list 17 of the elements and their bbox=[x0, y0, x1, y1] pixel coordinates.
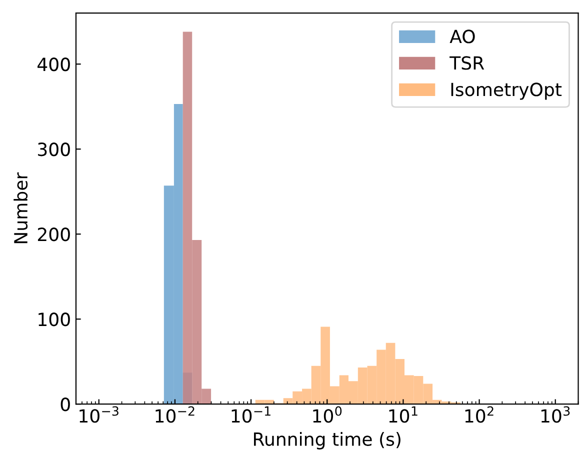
x-tick-label: 10$^{3}$ bbox=[541, 406, 570, 423]
legend-label: TSR bbox=[450, 56, 484, 70]
x-tick-label: 10$^{−2}$ bbox=[156, 406, 194, 423]
y-tick-label: 300 bbox=[38, 142, 70, 156]
y-tick-label: 0 bbox=[60, 398, 70, 412]
legend-label: AO bbox=[450, 30, 475, 44]
x-tick-label: 10$^{−1}$ bbox=[232, 406, 270, 423]
legend-label: IsometryOpt bbox=[451, 82, 562, 100]
y-tick-label: 100 bbox=[38, 312, 70, 326]
x-tick-label: 10$^{0}$ bbox=[313, 406, 342, 423]
y-tick-label: 200 bbox=[38, 228, 70, 242]
y-axis-title: Number bbox=[14, 172, 28, 244]
x-tick-label: 10$^{2}$ bbox=[465, 406, 494, 423]
x-axis-title: Running time (s) bbox=[254, 432, 400, 450]
x-tick-label: 10$^{1}$ bbox=[389, 406, 418, 423]
y-tick-label: 400 bbox=[38, 58, 70, 72]
x-tick-label: 10$^{−3}$ bbox=[80, 406, 118, 423]
